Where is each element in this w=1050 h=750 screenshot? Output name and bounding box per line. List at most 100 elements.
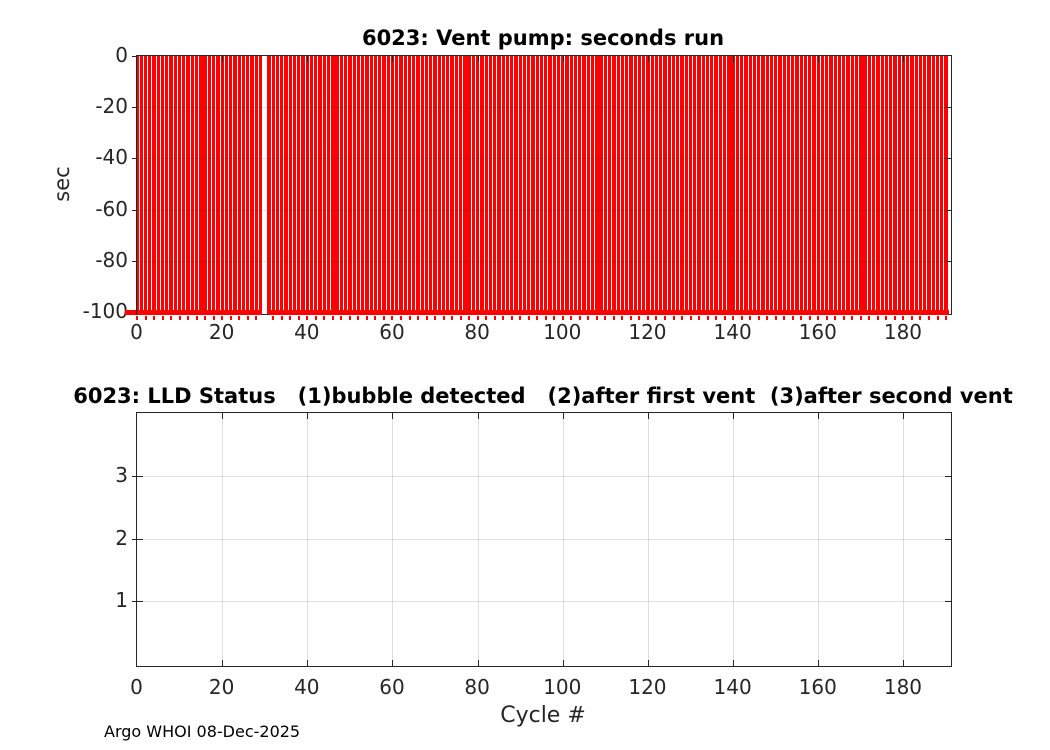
vent-pump-bar [812,56,816,314]
axis-tick-x [392,660,394,666]
axis-tick-x [647,56,649,62]
axis-tick-y [945,107,951,109]
vent-pump-baseline-dash [927,316,930,320]
lld-status-plot-clip [137,413,951,666]
vent-pump-bar [233,56,237,314]
vent-pump-bar [497,56,501,314]
y-tick-label: 3 [115,462,128,487]
vent-pump-baseline-dash [859,316,862,320]
vent-pump-baseline-dash [936,316,939,320]
vent-pump-bar [739,56,744,314]
x-tick-label: 80 [464,320,490,344]
vent-pump-bar [778,56,782,314]
vent-pump-baseline-dash [451,316,454,320]
grid-line-x [562,413,564,666]
vent-pump-bar [620,56,625,314]
axis-tick-y [945,260,951,262]
vent-pump-bar [565,56,569,314]
vent-pump-baseline-dash [766,316,769,320]
vent-pump-bar [356,56,361,314]
vent-pump-baseline-dash [689,316,692,320]
vent-pump-baseline-dash [425,316,428,320]
grid-line-x [392,413,394,666]
vent-pump-bar [876,56,880,314]
vent-pump-bar [241,56,246,314]
vent-pump-bar [190,56,194,314]
axis-tick-x [307,413,309,419]
x-tick-label: 40 [294,320,320,344]
vent-pump-bar [889,56,893,314]
x-tick-label: 0 [130,320,143,344]
vent-pump-bar [424,56,429,314]
x-tick-label: 140 [713,320,752,344]
vent-pump-baseline-dash [229,316,232,320]
axis-tick-x [733,413,735,419]
vent-pump-baseline-dash [715,316,718,320]
vent-pump-baseline-dash [204,316,207,320]
vent-pump-bar [923,56,927,314]
axis-tick-x [818,660,820,666]
axis-tick-x [307,660,309,666]
vent-pump-baseline-dash [578,316,581,320]
vent-pump-bar [378,56,382,314]
axis-tick-x [733,660,735,666]
axis-tick-x [477,413,479,419]
vent-pump-baseline-dash [272,316,275,320]
vent-pump-baseline-dash [417,316,420,320]
grid-line-x [222,56,224,314]
vent-pump-bar [229,56,233,314]
vent-pump-bar [471,56,476,314]
vent-pump-bar [556,56,561,314]
vent-pump-bar [152,56,156,314]
vent-pump-bar [927,56,931,314]
vent-pump-bar [871,56,876,314]
grid-line-y [137,107,951,109]
axis-tick-y [137,475,143,477]
vent-pump-bar [846,56,850,314]
vent-pump-baseline-dash [306,316,309,320]
axis-tick-y-out [132,56,136,57]
grid-line-x [562,56,564,314]
vent-pump-bar [258,56,263,314]
axis-tick-x [222,413,224,419]
vent-pump-bar [322,56,326,314]
vent-pump-bar [275,56,280,314]
vent-pump-bar [177,56,182,314]
x-tick-label: 120 [628,320,667,344]
vent-pump-baseline-dash [732,316,735,320]
vent-pump-baseline-dash [331,316,334,320]
x-tick-label: 60 [379,320,405,344]
vent-pump-bar [859,56,863,314]
vent-pump-bar [603,56,608,314]
vent-pump-bar [573,56,578,314]
vent-pump-baseline-dash [255,316,258,320]
vent-pump-bar [637,56,642,314]
vent-pump-bar [173,56,177,314]
axis-tick-x [733,56,735,62]
vent-pump-baseline-dash [621,316,624,320]
vent-pump-bar [194,56,199,314]
vent-pump-baseline-dash [195,316,198,320]
vent-pump-bar [731,56,735,314]
vent-pump-baseline-dash [638,316,641,320]
vent-pump-baseline-dash [442,316,445,320]
vent-pump-baseline-dash [476,316,479,320]
vent-pump-baseline-dash [629,316,632,320]
vent-pump-bar [595,56,599,314]
vent-pump-baseline-dash [221,316,224,320]
y-tick-label: -20 [95,94,128,119]
grid-line-y [137,475,951,477]
vent-pump-baseline-dash [357,316,360,320]
vent-pump-bar [463,56,467,314]
vent-pump-baseline-dash [723,316,726,320]
vent-pump-bar [897,56,901,314]
x-tick-label: 40 [294,675,320,699]
footer-attribution: Argo WHOI 08-Dec-2025 [104,722,301,741]
vent-pump-baseline-dash [510,316,513,320]
vent-pump-bar [697,56,701,314]
axis-tick-y [945,601,951,603]
vent-pump-bar [454,56,458,314]
grid-line-x [392,56,394,314]
vent-pump-baseline-dash [399,316,402,320]
axis-tick-y [945,475,951,477]
